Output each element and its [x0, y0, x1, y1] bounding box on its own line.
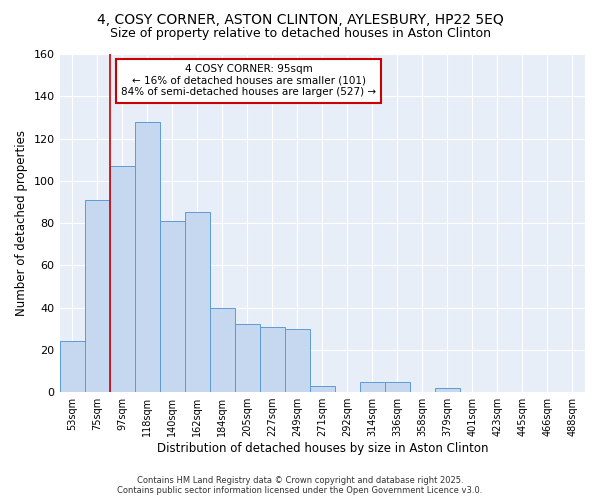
Bar	[185, 212, 209, 392]
Text: 4 COSY CORNER: 95sqm
← 16% of detached houses are smaller (101)
84% of semi-deta: 4 COSY CORNER: 95sqm ← 16% of detached h…	[121, 64, 376, 98]
Bar	[310, 386, 335, 392]
Bar	[235, 324, 260, 392]
Bar	[160, 221, 185, 392]
Bar	[85, 200, 110, 392]
Bar	[134, 122, 160, 392]
Y-axis label: Number of detached properties: Number of detached properties	[15, 130, 28, 316]
Bar	[285, 328, 310, 392]
Bar	[59, 342, 85, 392]
Bar	[260, 326, 285, 392]
Bar	[435, 388, 460, 392]
Text: Contains HM Land Registry data © Crown copyright and database right 2025.
Contai: Contains HM Land Registry data © Crown c…	[118, 476, 482, 495]
Bar	[385, 382, 410, 392]
Bar	[360, 382, 385, 392]
Bar	[110, 166, 134, 392]
Text: 4, COSY CORNER, ASTON CLINTON, AYLESBURY, HP22 5EQ: 4, COSY CORNER, ASTON CLINTON, AYLESBURY…	[97, 12, 503, 26]
Bar	[209, 308, 235, 392]
Text: Size of property relative to detached houses in Aston Clinton: Size of property relative to detached ho…	[110, 28, 491, 40]
X-axis label: Distribution of detached houses by size in Aston Clinton: Distribution of detached houses by size …	[157, 442, 488, 455]
